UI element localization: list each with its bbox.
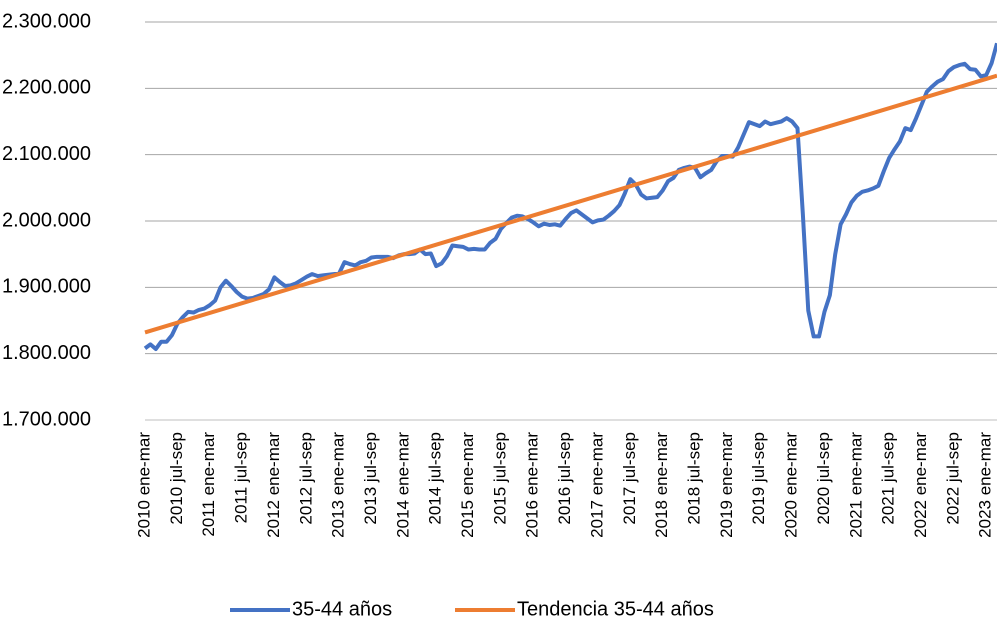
x-tick-label: 2012 jul-sep [296,432,315,525]
series-line [143,42,997,352]
y-tick-label: 2.300.000 [2,10,91,32]
x-tick-label: 2022 ene-mar [911,432,930,538]
x-tick-label: 2023 ene-mar [976,432,995,538]
x-tick-label: 2010 ene-mar [134,432,153,538]
y-tick-label: 2.000.000 [2,209,91,231]
y-tick-label: 1.700.000 [2,408,91,430]
x-tick-label: 2014 jul-sep [426,432,445,525]
x-tick-label: 2019 ene-mar [717,432,736,538]
x-tick-label: 2010 jul-sep [167,432,186,525]
x-tick-label: 2011 jul-sep [232,432,251,523]
x-tick-label: 2016 ene-mar [523,432,542,538]
x-tick-label: 2011 ene-mar [199,432,218,537]
y-tick-label: 1.900.000 [2,276,91,298]
x-tick-label: 2020 jul-sep [814,432,833,525]
x-tick-label: 2021 jul-sep [879,432,898,525]
legend-label: Tendencia 35-44 años [517,598,714,620]
x-tick-label: 2014 ene-mar [393,432,412,538]
x-tick-label: 2013 jul-sep [361,432,380,525]
x-tick-label: 2021 ene-mar [846,432,865,538]
x-tick-label: 2013 ene-mar [329,432,348,538]
x-tick-label: 2020 ene-mar [782,432,801,538]
x-tick-label: 2017 jul-sep [620,432,639,525]
y-tick-label: 1.800.000 [2,342,91,364]
y-tick-label: 2.200.000 [2,77,91,99]
x-tick-label: 2022 jul-sep [943,432,962,525]
x-tick-label: 2016 jul-sep [555,432,574,525]
x-tick-label: 2018 ene-mar [652,432,671,538]
y-tick-label: 2.100.000 [2,143,91,165]
series-line [144,73,997,335]
x-tick-label: 2019 jul-sep [749,432,768,525]
x-tick-label: 2015 jul-sep [490,432,509,525]
x-tick-label: 2017 ene-mar [587,432,606,538]
legend-label: 35-44 años [292,598,392,620]
x-tick-label: 2018 jul-sep [685,432,704,525]
x-tick-label: 2015 ene-mar [458,432,477,538]
x-tick-label: 2012 ene-mar [264,432,283,538]
